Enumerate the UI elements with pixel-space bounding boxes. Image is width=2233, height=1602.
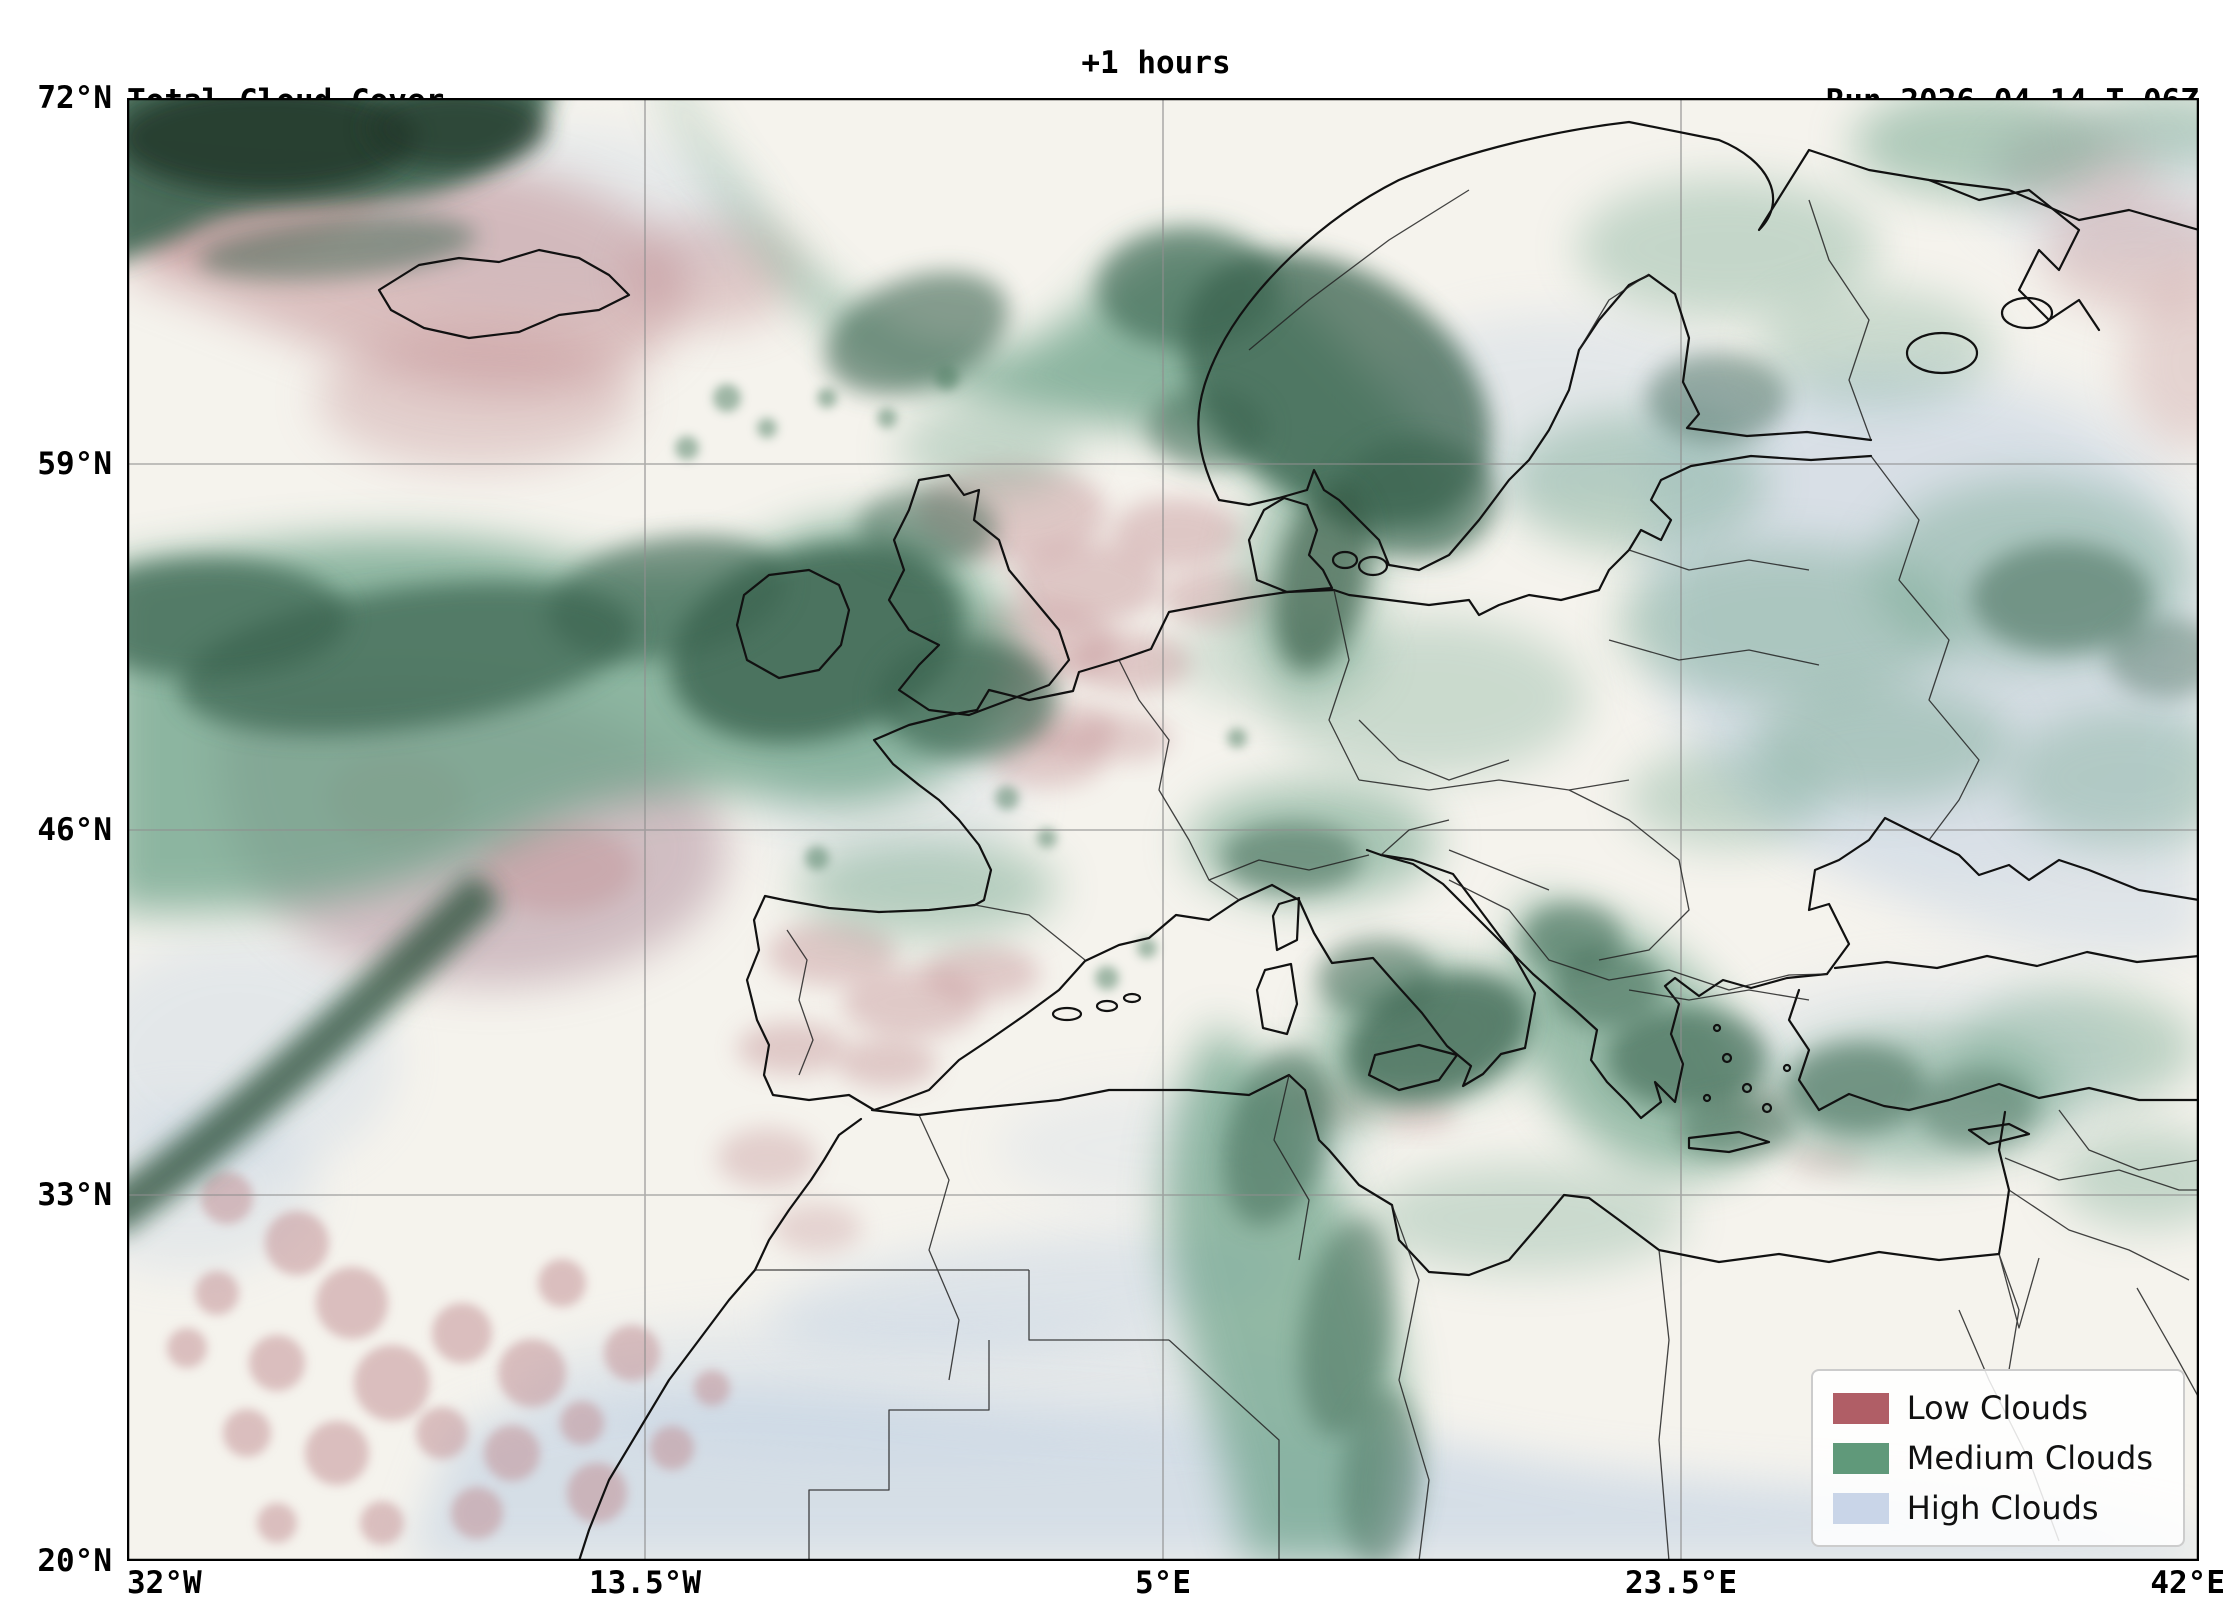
coastline-great-britain <box>887 473 1071 717</box>
coastline-balearic <box>1051 1006 1083 1022</box>
coastline-cyprus <box>1967 1122 2031 1146</box>
legend-label: Medium Clouds <box>1906 1439 2153 1477</box>
coastline-sardinia <box>1255 962 1299 1036</box>
coastline-italy <box>1270 848 1537 1088</box>
medium-cloud-speckles <box>675 366 1247 990</box>
coastline-sicily <box>1367 1043 1459 1092</box>
coastline-adriatic-greece <box>1379 853 1829 1120</box>
y-tick-label: 59°N <box>37 446 112 482</box>
medium-clouds-dark-layer <box>127 98 2199 1561</box>
coastline-black-sea-north <box>1807 816 2199 976</box>
x-tick-label: 42°E <box>2150 1565 2225 1601</box>
coastline-crete <box>1687 1130 1771 1154</box>
legend-label: High Clouds <box>1906 1489 2099 1527</box>
coastline-denmark <box>1247 496 1334 594</box>
legend-row-high-clouds: High Clouds <box>1832 1489 2153 1527</box>
legend-row-low-clouds: Low Clouds <box>1832 1389 2153 1427</box>
coastline-iceland <box>377 248 631 340</box>
coastline-lake-onega <box>2000 296 2054 330</box>
country-borders <box>755 189 2199 1561</box>
low-clouds-swatch <box>1832 1392 1889 1424</box>
coastline-danish-island <box>1331 550 1359 570</box>
coastline-north-africa <box>870 1073 2001 1277</box>
coastline-corsica <box>1271 896 1301 952</box>
legend: Low Clouds Medium Clouds High Clouds <box>1810 1369 2185 1547</box>
coastline-scandinavia-west <box>1197 120 2199 502</box>
map-canvas: Low Clouds Medium Clouds High Clouds <box>127 98 2199 1561</box>
legend-row-medium-clouds: Medium Clouds <box>1832 1439 2153 1477</box>
y-tick-label: 20°N <box>37 1543 112 1579</box>
coastline-west-europe-iberia <box>745 588 1336 1112</box>
medium-clouds-swatch <box>1832 1442 1889 1474</box>
x-tick-label: 5°E <box>1135 1565 1191 1601</box>
grid-lines <box>127 98 2199 1561</box>
coastline-aegean-islands <box>1702 1023 1792 1114</box>
coastline-danish-island <box>1357 555 1389 577</box>
lead-time-label: +1 hours <box>1081 45 1231 81</box>
y-tick-label: 33°N <box>37 1177 112 1213</box>
high-clouds-swatch <box>1832 1492 1889 1524</box>
coastline-estonia-lithuania <box>1332 454 1873 617</box>
x-tick-label: 13.5°W <box>589 1565 701 1601</box>
coastline-morocco-atlantic <box>577 1117 863 1561</box>
coastline-white-sea <box>1927 178 2101 332</box>
y-tick-label: 46°N <box>37 812 112 848</box>
coastline-baltic <box>1217 273 1873 572</box>
coastline-anatolia-south <box>1817 1082 2199 1112</box>
coastline-anatolia-west <box>1787 988 1821 1112</box>
coastline-balearic <box>1095 999 1119 1013</box>
coastline-ireland <box>735 568 851 680</box>
coastline-lake-ladoga <box>1905 331 1979 375</box>
cloud-cover-map <box>127 98 2199 1561</box>
y-tick-label: 72°N <box>37 80 112 116</box>
map-border <box>127 98 2199 1561</box>
x-tick-label: 23.5°E <box>1625 1565 1737 1601</box>
coastline-black-sea-south <box>1833 950 2199 970</box>
x-tick-label: 32°W <box>127 1565 202 1601</box>
coastlines <box>377 120 2199 1561</box>
legend-label: Low Clouds <box>1906 1389 2089 1427</box>
coastline-balearic <box>1122 992 1142 1004</box>
low-cloud-speckles <box>167 1172 730 1545</box>
